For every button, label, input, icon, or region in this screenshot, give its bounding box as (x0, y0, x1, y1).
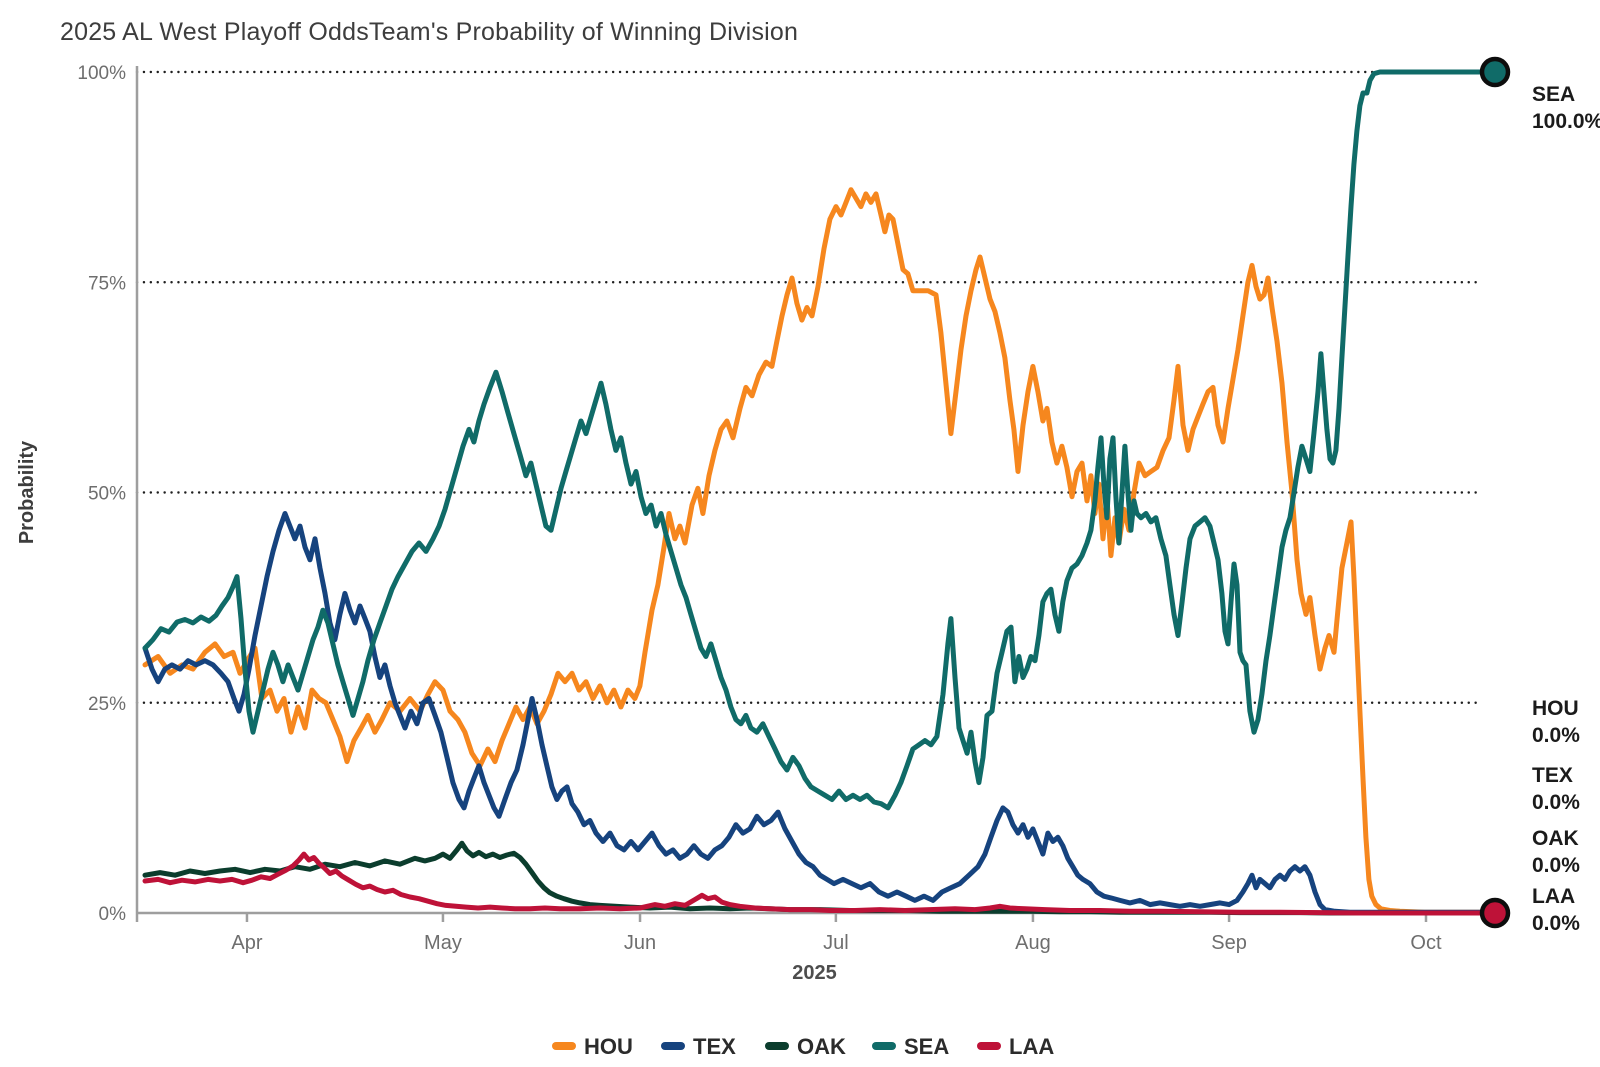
x-tick-label-Jun: Jun (624, 932, 656, 954)
series-line-SEA (142, 69, 1495, 811)
series-line-LAA (142, 851, 1495, 916)
end-label-team: SEA (1532, 83, 1575, 106)
end-label-SEA: SEA 100.0% (1532, 83, 1600, 133)
end-label-value: 0.0% (1532, 791, 1580, 814)
end-label-TEX: TEX 0.0% (1532, 764, 1580, 814)
legend-swatch-HOU (552, 1042, 576, 1050)
end-label-value: 0.0% (1532, 854, 1580, 877)
end-marker-SEA (1479, 56, 1511, 88)
end-label-LAA: LAA 0.0% (1532, 885, 1580, 935)
legend-swatch-SEA (872, 1042, 896, 1050)
end-label-team: HOU (1532, 697, 1579, 720)
x-tick-label-Apr: Apr (231, 932, 262, 954)
legend-swatch-LAA (977, 1042, 1001, 1050)
legend-label-TEX: TEX (693, 1034, 736, 1059)
end-label-team: OAK (1532, 827, 1579, 850)
y-tick-label-50%: 50% (88, 484, 126, 505)
y-tick-label-25%: 25% (88, 694, 126, 715)
x-tick-label-May: May (424, 932, 462, 954)
end-label-team: LAA (1532, 885, 1575, 908)
end-label-value: 100.0% (1532, 110, 1600, 133)
legend-label-OAK: OAK (797, 1034, 846, 1059)
legend-swatch-OAK (765, 1042, 789, 1050)
y-tick-label-0%: 0% (99, 904, 127, 925)
end-label-value: 0.0% (1532, 912, 1580, 935)
end-label-HOU: HOU 0.0% (1532, 697, 1580, 747)
series-line-TEX (142, 511, 1495, 915)
x-tick-label-Aug: Aug (1015, 932, 1051, 954)
legend-item-LAA[interactable]: LAA (977, 1034, 1054, 1059)
legend-item-OAK[interactable]: OAK (765, 1034, 846, 1059)
legend-item-HOU[interactable]: HOU (552, 1034, 633, 1059)
end-marker-LAA (1479, 897, 1511, 929)
end-label-team: TEX (1532, 764, 1573, 787)
end-label-OAK: OAK 0.0% (1532, 827, 1580, 877)
x-tick-label-Sep: Sep (1211, 932, 1247, 954)
y-tick-label-75%: 75% (88, 273, 126, 294)
series-line-OAK (142, 840, 1495, 916)
end-label-value: 0.0% (1532, 724, 1580, 747)
legend-swatch-TEX (661, 1042, 685, 1050)
legend-label-SEA: SEA (904, 1034, 949, 1059)
legend-label-LAA: LAA (1009, 1034, 1054, 1059)
legend-item-SEA[interactable]: SEA (872, 1034, 949, 1059)
series-line-HOU (142, 187, 1495, 915)
x-tick-label-Jul: Jul (823, 932, 849, 954)
x-tick-label-Oct: Oct (1410, 932, 1442, 954)
y-tick-label-100%: 100% (77, 63, 126, 84)
chart-title: 2025 AL West Playoff OddsTeam's Probabil… (60, 18, 799, 46)
legend-label-HOU: HOU (584, 1034, 633, 1059)
y-axis-title: Probability (16, 440, 38, 544)
x-axis-title: 2025 (792, 962, 837, 984)
legend-item-TEX[interactable]: TEX (661, 1034, 736, 1059)
